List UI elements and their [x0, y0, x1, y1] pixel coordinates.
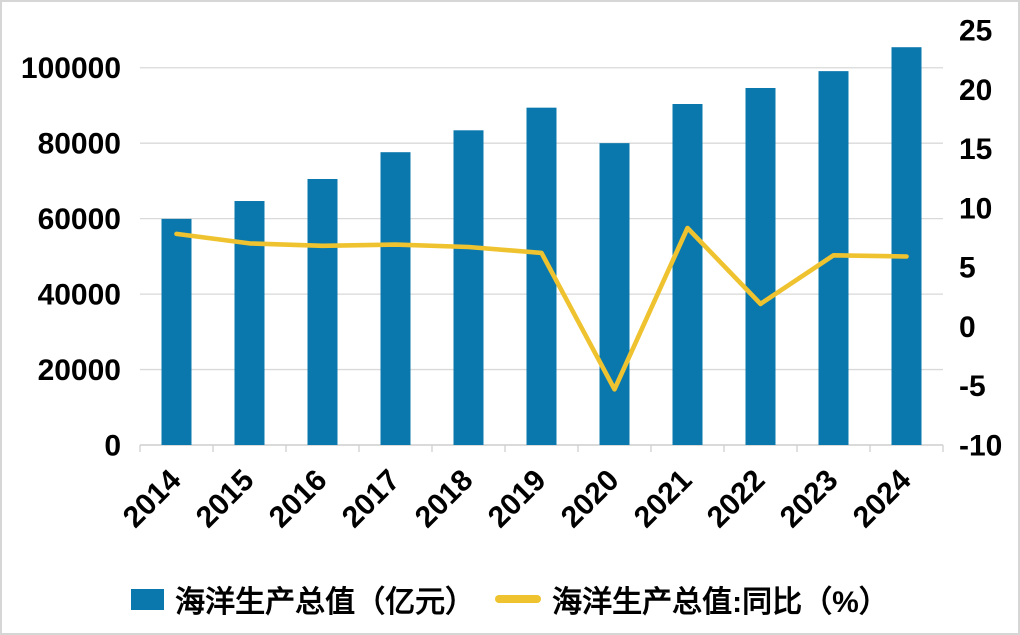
- right-axis-tick-label: 5: [959, 252, 976, 285]
- bar-2017: [380, 152, 411, 445]
- yoy-line: [174, 225, 909, 392]
- x-axis-category-label: 2019: [482, 464, 553, 535]
- bar-series-swatch: [131, 588, 165, 610]
- x-axis-category-label: 2024: [847, 463, 918, 534]
- right-axis-tick-label: 25: [959, 15, 992, 48]
- left-axis-tick-label: 20000: [38, 354, 121, 387]
- left-axis-tick-label: 100000: [21, 52, 121, 85]
- bar-2024: [891, 47, 922, 445]
- bar-2022: [745, 87, 776, 446]
- chart-legend: 海洋生产总值（亿元） 海洋生产总值:同比（%）: [2, 576, 1018, 622]
- bar-2021: [672, 104, 703, 445]
- bar-2023: [818, 71, 849, 446]
- bar-2014: [161, 218, 192, 445]
- right-axis-tick-label: 15: [959, 133, 992, 166]
- bar-2016: [307, 178, 338, 445]
- x-axis-category-label: 2016: [263, 464, 334, 535]
- left-axis-tick-label: 0: [104, 430, 121, 463]
- right-axis-tick-label: 20: [959, 74, 992, 107]
- x-axis-category-label: 2023: [774, 464, 845, 535]
- line-series-label: 海洋生产总值:同比（%）: [552, 586, 889, 619]
- x-axis-category-label: 2014: [117, 463, 188, 534]
- x-axis-category-label: 2022: [701, 464, 772, 535]
- left-axis-tick-label: 60000: [38, 203, 121, 236]
- bar-2015: [234, 201, 265, 445]
- bar-series-label: 海洋生产总值（亿元）: [175, 586, 476, 619]
- x-axis-category-label: 2020: [555, 464, 626, 535]
- line-series-swatch: [495, 595, 542, 603]
- x-axis-category-label: 2015: [190, 464, 261, 535]
- bar-2020: [599, 143, 630, 445]
- bar-2018: [453, 130, 484, 445]
- x-axis-category-label: 2017: [336, 464, 407, 535]
- left-axis-tick-label: 40000: [38, 279, 121, 312]
- right-axis-tick-label: -10: [959, 430, 1002, 463]
- legend-item-bar-series: 海洋生产总值（亿元）: [131, 577, 475, 621]
- right-axis-tick-label: -5: [959, 370, 986, 403]
- legend-item-line-series: 海洋生产总值:同比（%）: [495, 577, 889, 621]
- x-axis-category-label: 2021: [628, 464, 699, 535]
- right-axis-tick-label: 0: [959, 311, 976, 344]
- x-axis-category-label: 2018: [409, 464, 480, 535]
- left-axis-tick-label: 80000: [38, 128, 121, 161]
- combo-chart: 0 20000 40000 60000 80000 100000 -10 -5 0 5 10 15 20…: [21, 15, 1002, 535]
- right-axis-tick-label: 10: [959, 192, 992, 225]
